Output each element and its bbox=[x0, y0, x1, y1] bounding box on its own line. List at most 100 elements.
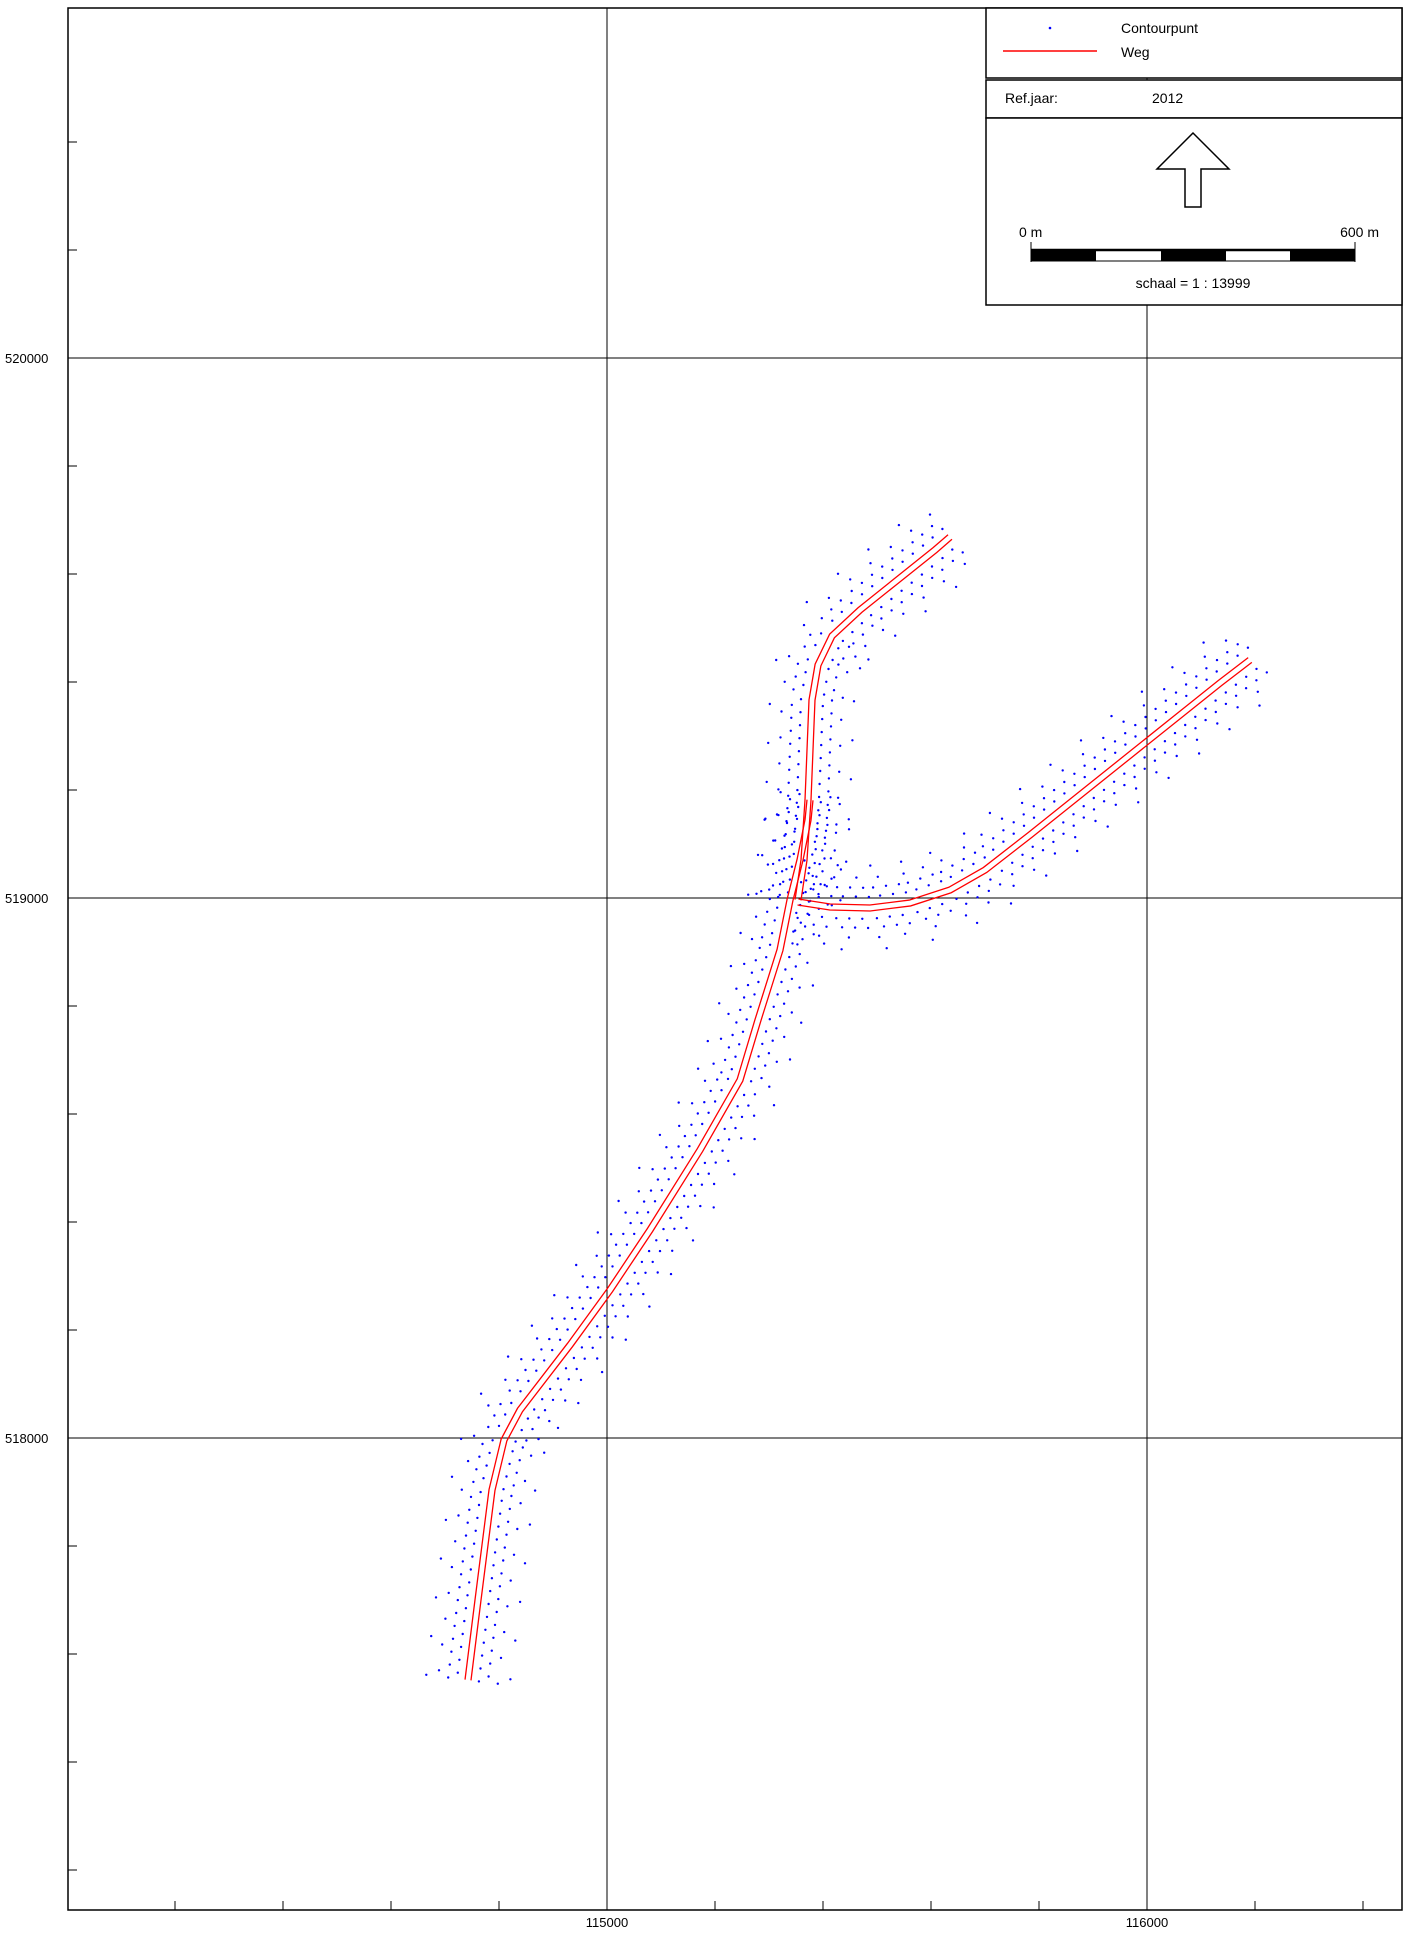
contour-point bbox=[1083, 764, 1086, 767]
contour-point bbox=[1153, 759, 1157, 762]
contour-point bbox=[1204, 718, 1207, 722]
contour-point bbox=[1226, 651, 1229, 654]
contour-point bbox=[551, 1398, 555, 1402]
contour-point bbox=[579, 1378, 583, 1382]
contour-point bbox=[798, 724, 802, 727]
contour-point bbox=[596, 1325, 599, 1328]
contour-point bbox=[921, 533, 924, 536]
contour-point bbox=[858, 667, 862, 670]
contour-point bbox=[836, 864, 839, 867]
contour-point bbox=[510, 1494, 513, 1498]
contour-point bbox=[528, 1523, 532, 1526]
contour-point bbox=[747, 1104, 750, 1107]
contour-point bbox=[629, 1221, 632, 1225]
contour-point bbox=[820, 915, 824, 919]
contour-point bbox=[1002, 829, 1005, 832]
contour-point bbox=[564, 1367, 568, 1370]
contour-point bbox=[1073, 772, 1076, 775]
contour-point bbox=[505, 1475, 508, 1478]
contour-point bbox=[460, 1488, 463, 1491]
contour-point bbox=[852, 642, 855, 645]
contour-point bbox=[736, 1105, 739, 1108]
contour-point bbox=[1214, 710, 1218, 714]
contour-point bbox=[553, 1294, 556, 1297]
contour-point bbox=[1226, 662, 1229, 665]
contour-point bbox=[836, 796, 840, 799]
contour-point bbox=[490, 1649, 493, 1652]
contour-point bbox=[1174, 702, 1178, 706]
contour-point bbox=[551, 1348, 554, 1352]
contour-point bbox=[566, 1328, 569, 1331]
contour-point bbox=[450, 1475, 454, 1479]
contour-point bbox=[817, 934, 821, 937]
contour-point bbox=[788, 798, 792, 801]
contour-point bbox=[466, 1459, 470, 1463]
contour-point bbox=[1197, 752, 1201, 755]
contour-point bbox=[503, 1546, 506, 1549]
contour-point bbox=[784, 968, 787, 971]
contour-point bbox=[852, 700, 856, 703]
contour-point bbox=[690, 1102, 694, 1105]
contour-point bbox=[792, 930, 795, 933]
contour-point bbox=[878, 894, 882, 897]
contour-point bbox=[1134, 723, 1137, 727]
contour-point bbox=[1083, 775, 1086, 779]
contour-point bbox=[622, 1232, 625, 1236]
contour-point bbox=[785, 821, 789, 825]
contour-point bbox=[1215, 670, 1218, 673]
contour-point bbox=[819, 801, 822, 804]
contour-point bbox=[763, 818, 766, 821]
contour-point bbox=[703, 1079, 707, 1083]
contour-point bbox=[960, 869, 964, 872]
contour-point bbox=[779, 791, 782, 794]
contour-point bbox=[783, 680, 786, 683]
contour-point bbox=[802, 683, 805, 687]
contour-point bbox=[825, 680, 828, 683]
contour-point bbox=[825, 816, 829, 820]
contour-point bbox=[535, 1337, 539, 1340]
contour-point bbox=[1133, 764, 1136, 767]
contour-point bbox=[822, 942, 826, 945]
contour-point bbox=[575, 1263, 578, 1267]
contour-point bbox=[1021, 865, 1024, 868]
contour-point bbox=[649, 1189, 653, 1192]
contour-point bbox=[498, 1512, 502, 1515]
contour-point bbox=[783, 845, 786, 849]
contour-point bbox=[830, 608, 833, 611]
contour-point bbox=[816, 827, 819, 831]
contour-point bbox=[1123, 772, 1126, 775]
contour-point bbox=[586, 1285, 589, 1289]
contour-point bbox=[1204, 707, 1207, 710]
road-main-edge-2 bbox=[470, 800, 814, 1681]
contour-point bbox=[734, 1126, 737, 1130]
contour-point bbox=[869, 562, 872, 565]
contour-point bbox=[1236, 706, 1239, 709]
contour-point bbox=[799, 711, 802, 714]
contour-point bbox=[1114, 751, 1117, 754]
contour-point bbox=[1184, 735, 1187, 738]
y-tick-label-518000: 518000 bbox=[5, 1431, 48, 1446]
contour-point bbox=[485, 1464, 488, 1467]
contour-point bbox=[712, 1182, 716, 1186]
contour-point bbox=[633, 1271, 636, 1275]
contour-point bbox=[901, 560, 904, 563]
contour-point bbox=[477, 1503, 481, 1507]
contour-point bbox=[800, 1021, 803, 1024]
contour-point bbox=[1184, 723, 1187, 727]
contour-point bbox=[508, 1462, 511, 1466]
contour-point bbox=[597, 1286, 600, 1289]
contour-point bbox=[1224, 691, 1228, 694]
contour-point bbox=[821, 870, 824, 873]
contour-point bbox=[780, 870, 784, 873]
contour-point bbox=[835, 676, 838, 679]
contour-point bbox=[867, 548, 870, 551]
contour-point bbox=[564, 1399, 567, 1402]
contour-point bbox=[595, 1254, 598, 1258]
contour-point bbox=[648, 1305, 651, 1308]
contour-point bbox=[676, 1205, 679, 1209]
contour-point bbox=[611, 1265, 614, 1268]
contour-point bbox=[784, 833, 787, 836]
contour-point bbox=[499, 1656, 503, 1660]
contour-point bbox=[624, 1338, 627, 1341]
contour-point bbox=[497, 1424, 501, 1428]
